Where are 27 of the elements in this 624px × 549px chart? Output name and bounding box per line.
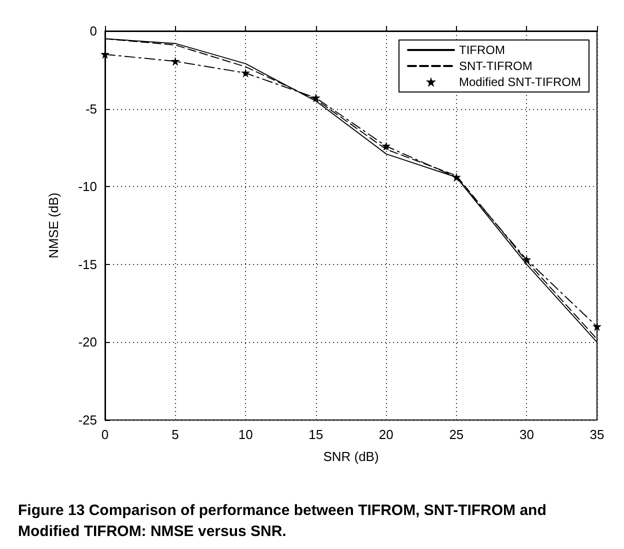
x-tick-label: 10: [238, 427, 253, 442]
x-tick-label: 25: [449, 427, 464, 442]
y-tick-label: -25: [78, 412, 97, 428]
x-tick-label: 35: [590, 427, 604, 442]
y-tick-label: -20: [78, 334, 97, 350]
y-tick-label: -15: [78, 256, 97, 272]
point: [311, 93, 320, 102]
x-tick-label: 20: [378, 427, 394, 442]
point: [592, 322, 602, 332]
y-tick-label: 0: [90, 24, 97, 38]
y-axis-title: NMSE (dB): [46, 192, 61, 258]
point: [522, 255, 532, 264]
point: [382, 142, 391, 151]
point: [241, 68, 250, 78]
caption: Figure 13 Comparison of performance between TIFROM, SNT-TIFROM and Modified TIFROM: NMSE versus SNR.: [18, 502, 551, 540]
y-tick-label: -5: [85, 101, 97, 116]
legend-label: TIFROM: [458, 43, 505, 57]
x-tick-label: 30: [519, 427, 534, 442]
point: [170, 56, 180, 66]
x-tick-label: 15: [308, 427, 324, 442]
legend-label: Modified SNT-TIFROM: [458, 75, 582, 89]
point: [452, 172, 461, 182]
x-axis-title: SNR (dB): [323, 449, 379, 464]
x-tick-label: 5: [172, 427, 179, 442]
y-tick-label: -10: [78, 179, 97, 194]
legend-label: SNT-TIFROM: [458, 59, 532, 73]
x-tick-label: 0: [101, 427, 109, 442]
